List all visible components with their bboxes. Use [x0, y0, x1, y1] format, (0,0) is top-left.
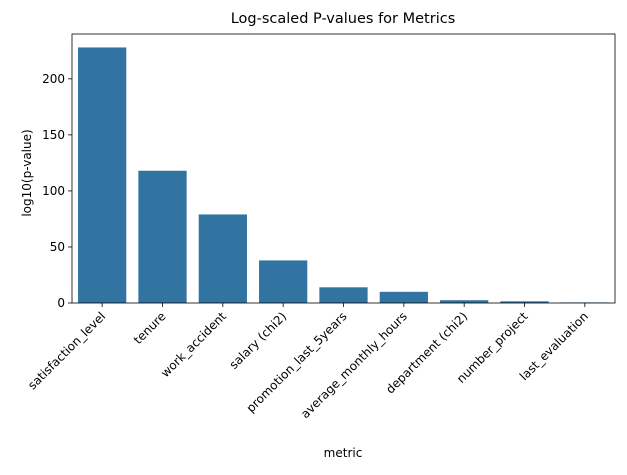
- bar: [500, 301, 549, 303]
- y-tick-label: 150: [42, 128, 65, 142]
- bar: [198, 214, 247, 303]
- chart-title: Log-scaled P-values for Metrics: [231, 11, 456, 27]
- bars: [78, 47, 609, 304]
- y-axis-title: log10(p-value): [20, 129, 34, 216]
- bar: [138, 170, 187, 303]
- x-tick-label: tenure: [131, 309, 169, 347]
- y-tick-label: 200: [42, 72, 65, 86]
- x-tick-label: average_monthly_hours: [298, 309, 410, 421]
- x-tick-label: salary (chi2): [227, 309, 290, 372]
- bar: [78, 47, 127, 304]
- bar: [379, 291, 428, 303]
- y-tick-label: 50: [50, 240, 65, 254]
- x-tick-label: satisfaction_level: [25, 309, 108, 392]
- bar: [440, 300, 489, 303]
- y-tick-label: 0: [57, 296, 65, 310]
- x-tick-label: promotion_last_5years: [244, 309, 350, 415]
- x-axis-ticks: satisfaction_level tenurework_accidentsal…: [25, 303, 591, 421]
- y-axis-ticks: 0 50 100 150 200: [42, 72, 72, 310]
- plot-frame: [71, 33, 616, 304]
- bar: [259, 260, 308, 303]
- bar: [319, 287, 368, 303]
- x-tick-label: work_accident: [158, 309, 229, 380]
- y-tick-label: 100: [42, 184, 65, 198]
- x-axis-title: metric: [324, 446, 363, 460]
- axes: [71, 33, 616, 304]
